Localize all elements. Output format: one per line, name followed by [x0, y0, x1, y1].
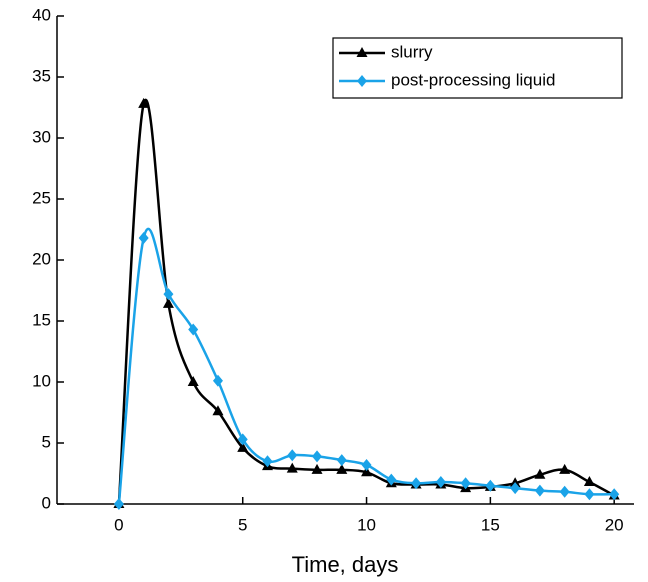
y-tick-label: 30	[32, 127, 51, 146]
y-tick-label: 15	[32, 310, 51, 329]
x-tick-label: 20	[605, 515, 624, 534]
legend-label: post-processing liquid	[391, 70, 555, 89]
marker	[559, 485, 570, 498]
y-tick-label: 5	[42, 432, 51, 451]
marker	[485, 479, 496, 492]
y-tick-label: 25	[32, 188, 51, 207]
marker	[113, 498, 124, 510]
marker	[262, 455, 273, 468]
marker	[336, 454, 347, 467]
legend-marker	[356, 47, 368, 57]
marker	[361, 458, 372, 471]
marker	[386, 473, 397, 486]
marker	[336, 463, 348, 474]
marker	[212, 374, 223, 387]
marker	[286, 462, 298, 473]
marker	[435, 476, 446, 489]
x-tick-label: 10	[357, 515, 376, 534]
marker	[187, 376, 199, 386]
marker	[138, 97, 150, 108]
legend-label: slurry	[391, 42, 433, 61]
y-tick-label: 35	[32, 66, 51, 85]
legend	[332, 37, 623, 99]
marker	[237, 441, 249, 452]
x-axis-label: Time, days	[292, 552, 399, 577]
marker	[361, 466, 373, 477]
marker	[584, 488, 595, 501]
marker	[411, 477, 422, 490]
marker	[287, 449, 298, 462]
marker	[460, 477, 471, 490]
marker	[162, 297, 174, 308]
x-tick-label: 15	[481, 515, 500, 534]
marker	[583, 476, 595, 487]
y-tick-label: 40	[32, 5, 51, 24]
marker	[163, 288, 174, 301]
marker	[609, 488, 620, 501]
marker	[559, 463, 571, 474]
marker	[212, 405, 224, 416]
marker	[188, 323, 199, 336]
y-tick-label: 20	[32, 249, 51, 268]
marker	[237, 433, 248, 446]
x-tick-label: 5	[238, 515, 247, 534]
marker	[534, 484, 545, 497]
marker	[312, 450, 323, 463]
y-tick-label: 0	[42, 493, 51, 512]
marker	[534, 468, 546, 479]
x-tick-label: 0	[114, 515, 123, 534]
series-line	[117, 98, 615, 505]
y-tick-label: 10	[32, 371, 51, 390]
marker	[138, 232, 149, 245]
marker	[510, 482, 521, 495]
legend-marker	[357, 75, 367, 87]
marker	[311, 463, 323, 474]
series-line	[117, 227, 615, 505]
